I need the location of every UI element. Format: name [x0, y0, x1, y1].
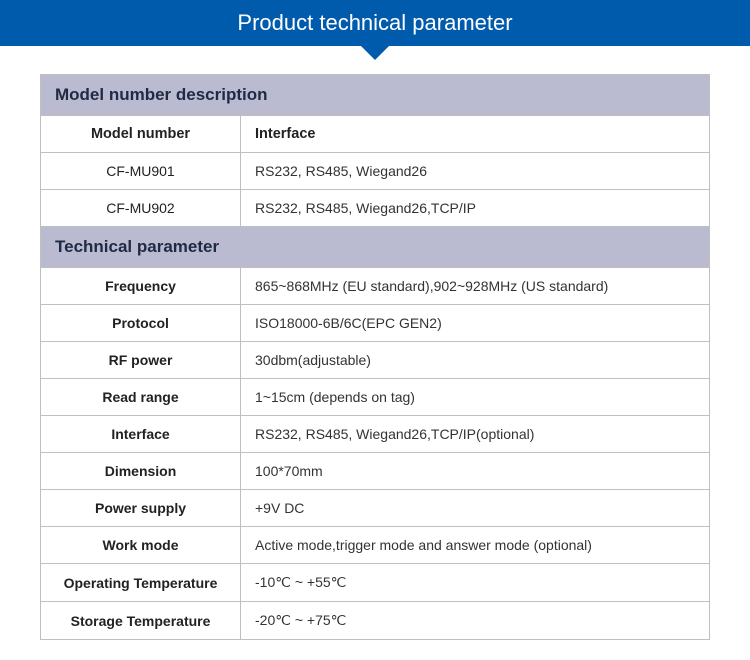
- table-row: Storage Temperature -20℃ ~ +75℃: [41, 602, 709, 639]
- table-row: CF-MU901 RS232, RS485, Wiegand26: [41, 153, 709, 190]
- param-value: 30dbm(adjustable): [241, 342, 709, 378]
- param-label: Interface: [41, 416, 241, 452]
- model-head-value: Interface: [241, 116, 709, 152]
- param-value: +9V DC: [241, 490, 709, 526]
- model-interface: RS232, RS485, Wiegand26: [241, 153, 709, 189]
- param-label: Power supply: [41, 490, 241, 526]
- model-number: CF-MU901: [41, 153, 241, 189]
- param-value: Active mode,trigger mode and answer mode…: [241, 527, 709, 563]
- param-label: Work mode: [41, 527, 241, 563]
- table-row: CF-MU902 RS232, RS485, Wiegand26,TCP/IP: [41, 190, 709, 227]
- section-header-model: Model number description: [41, 75, 709, 116]
- table-row: Power supply +9V DC: [41, 490, 709, 527]
- param-value: 1~15cm (depends on tag): [241, 379, 709, 415]
- section-title-model: Model number description: [55, 85, 268, 104]
- model-subheader-row: Model number Interface: [41, 116, 709, 153]
- param-value: 865~868MHz (EU standard),902~928MHz (US …: [241, 268, 709, 304]
- model-head-label: Model number: [41, 116, 241, 152]
- table-row: Operating Temperature -10℃ ~ +55℃: [41, 564, 709, 602]
- param-label: Storage Temperature: [41, 602, 241, 639]
- table-row: Read range 1~15cm (depends on tag): [41, 379, 709, 416]
- page-banner: Product technical parameter: [0, 0, 750, 46]
- param-label: Protocol: [41, 305, 241, 341]
- param-label: Frequency: [41, 268, 241, 304]
- table-row: Protocol ISO18000-6B/6C(EPC GEN2): [41, 305, 709, 342]
- param-label: Read range: [41, 379, 241, 415]
- model-interface: RS232, RS485, Wiegand26,TCP/IP: [241, 190, 709, 226]
- param-value: 100*70mm: [241, 453, 709, 489]
- model-number: CF-MU902: [41, 190, 241, 226]
- table-row: RF power 30dbm(adjustable): [41, 342, 709, 379]
- banner-title: Product technical parameter: [237, 10, 512, 35]
- param-value: -10℃ ~ +55℃: [241, 564, 709, 601]
- section-title-tech: Technical parameter: [55, 237, 219, 256]
- param-value: -20℃ ~ +75℃: [241, 602, 709, 639]
- param-label: Operating Temperature: [41, 564, 241, 601]
- param-value: ISO18000-6B/6C(EPC GEN2): [241, 305, 709, 341]
- table-row: Frequency 865~868MHz (EU standard),902~9…: [41, 268, 709, 305]
- param-value: RS232, RS485, Wiegand26,TCP/IP(optional): [241, 416, 709, 452]
- param-label: Dimension: [41, 453, 241, 489]
- table-row: Dimension 100*70mm: [41, 453, 709, 490]
- table-row: Interface RS232, RS485, Wiegand26,TCP/IP…: [41, 416, 709, 453]
- table-row: Work mode Active mode,trigger mode and a…: [41, 527, 709, 564]
- param-label: RF power: [41, 342, 241, 378]
- section-header-tech: Technical parameter: [41, 227, 709, 268]
- spec-table: Model number description Model number In…: [40, 74, 710, 640]
